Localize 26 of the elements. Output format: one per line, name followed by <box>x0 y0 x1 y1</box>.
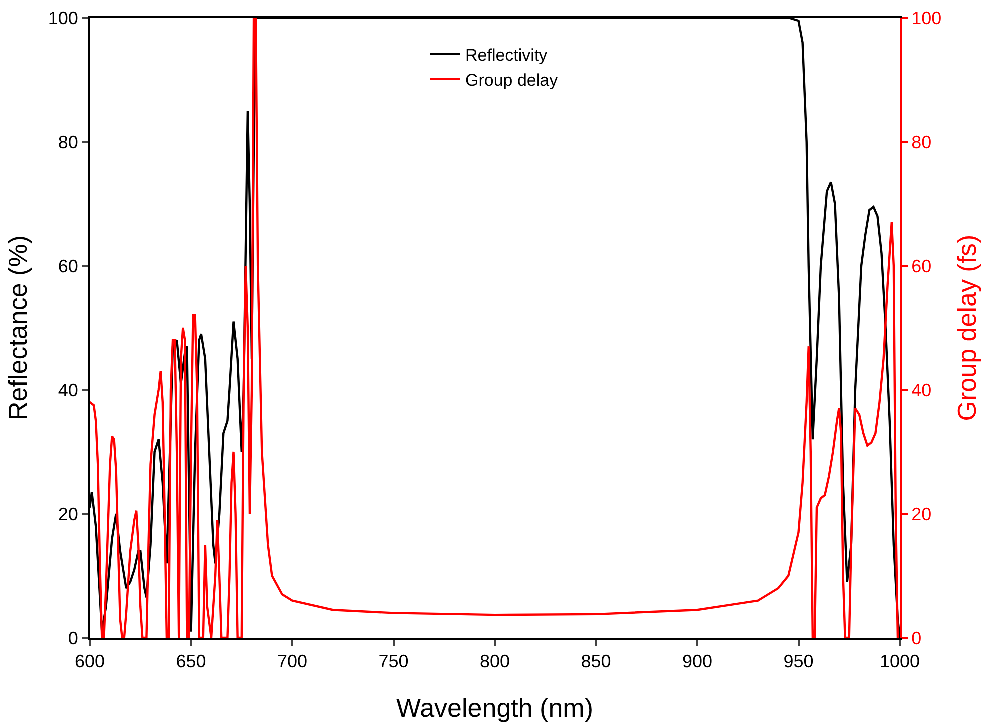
x-axis-title: Wavelength (nm) <box>396 693 594 723</box>
legend-label: Reflectivity <box>466 46 548 65</box>
y-tick-label: 40 <box>58 380 78 400</box>
x-tick-label: 600 <box>74 652 106 672</box>
x-tick-label: 950 <box>784 652 814 672</box>
y2-axis-title: Group delay (fs) <box>952 234 982 422</box>
y-tick-label: 20 <box>58 504 78 524</box>
legend-label: Group delay <box>466 70 559 90</box>
y2-tick-label: 0 <box>912 628 922 648</box>
y-tick-label: 0 <box>68 628 78 648</box>
y-axis-title: Reflectance (%) <box>3 236 33 420</box>
y2-tick-label: 100 <box>912 8 942 28</box>
y2-tick-label: 80 <box>912 132 932 152</box>
x-tick-label: 650 <box>176 652 206 672</box>
x-tick-label: 800 <box>480 652 510 672</box>
x-tick-label: 850 <box>581 652 612 672</box>
x-tick-label: 1000 <box>880 652 920 672</box>
y2-tick-label: 40 <box>912 380 932 400</box>
y-tick-label: 60 <box>58 256 78 276</box>
y-tick-label: 80 <box>58 132 78 152</box>
x-tick-label: 700 <box>277 652 308 672</box>
x-tick-label: 750 <box>378 652 409 672</box>
y2-tick-label: 20 <box>912 504 932 524</box>
x-tick-label: 900 <box>682 652 713 672</box>
y-tick-label: 100 <box>48 8 78 28</box>
y2-tick-label: 60 <box>912 256 932 276</box>
